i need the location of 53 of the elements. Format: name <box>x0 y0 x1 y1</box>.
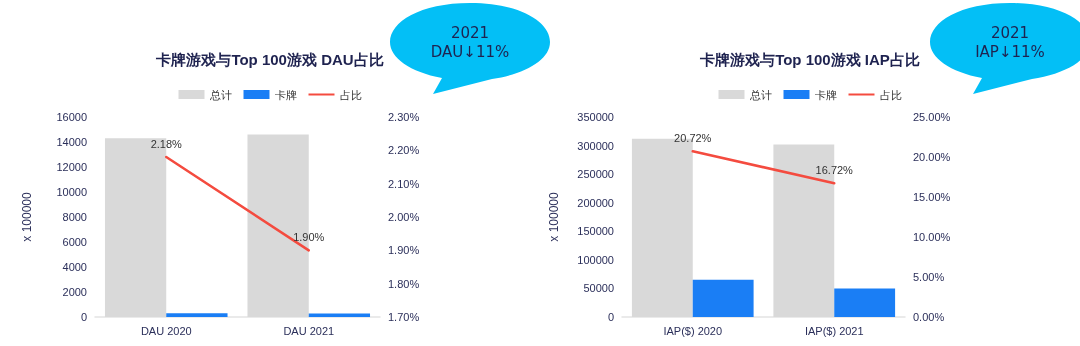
y-axis-title: x 100000 <box>547 191 561 242</box>
y2-tick-label: 1.70% <box>388 311 420 323</box>
bar <box>834 288 896 317</box>
bar <box>166 313 228 317</box>
legend-label: 总计 <box>208 88 232 101</box>
y-tick-label: 6000 <box>62 236 87 248</box>
y-tick-label: 100000 <box>577 253 614 266</box>
y2-tick-label: 2.00% <box>388 211 420 223</box>
y-tick-label: 12000 <box>56 161 87 173</box>
legend-label: 卡牌 <box>814 88 837 101</box>
y2-tick-label: 20.00% <box>913 151 951 163</box>
y-tick-label: 0 <box>607 311 614 323</box>
text: 2021 IAP↓11% <box>974 24 1046 62</box>
y2-tick-label: 2.20% <box>388 144 420 157</box>
y-axis-title: x 100000 <box>20 191 34 242</box>
bar <box>692 279 754 317</box>
y-tick-label: 14000 <box>56 136 87 148</box>
x-tick-label: IAP($) 2020 <box>663 324 723 337</box>
data-label: 16.72% <box>815 163 854 176</box>
x-tick-label: DAU 2020 <box>140 324 192 337</box>
y-tick-label: 2000 <box>62 286 87 298</box>
y2-tick-label: 2.10% <box>388 177 420 190</box>
y2-tick-label: 2.30% <box>388 111 420 123</box>
legend-label: 占比 <box>879 88 902 101</box>
chart-title: 卡牌游戏与Top 100游戏 IAP占比 <box>699 51 920 68</box>
y-tick-label: 250000 <box>577 168 614 181</box>
chart-title: 卡牌游戏与Top 100游戏 DAU占比 <box>155 51 384 68</box>
y2-tick-label: 15.00% <box>913 191 951 203</box>
y-tick-label: 300000 <box>577 139 614 152</box>
legend-label: 卡牌 <box>274 88 297 101</box>
y-tick-label: 200000 <box>577 196 614 209</box>
y2-tick-label: 10.00% <box>913 231 951 243</box>
y-tick-label: 0 <box>80 311 87 323</box>
x-tick-label: IAP($) 2021 <box>804 324 864 337</box>
legend-label: 占比 <box>339 88 362 101</box>
y-tick-label: 4000 <box>62 261 87 273</box>
x-tick-label: DAU 2021 <box>283 324 335 337</box>
y-tick-label: 50000 <box>583 282 614 295</box>
y2-tick-label: 0.00% <box>913 311 945 323</box>
y2-tick-label: 1.90% <box>388 244 420 257</box>
y-tick-label: 350000 <box>577 111 614 123</box>
data-label: 20.72% <box>674 131 712 144</box>
y2-tick-label: 1.80% <box>388 277 420 290</box>
y-tick-label: 8000 <box>62 211 87 223</box>
y2-tick-label: 25.00% <box>913 111 951 123</box>
y2-tick-label: 5.00% <box>913 271 945 283</box>
data-label: 2.18% <box>150 137 183 150</box>
y-tick-label: 16000 <box>56 111 87 123</box>
y-tick-label: 10000 <box>56 186 87 198</box>
y-tick-label: 150000 <box>577 225 614 238</box>
text: 2021 DAU↓11% <box>429 24 511 62</box>
data-label: 1.90% <box>293 230 325 243</box>
legend-label: 总计 <box>748 88 772 101</box>
